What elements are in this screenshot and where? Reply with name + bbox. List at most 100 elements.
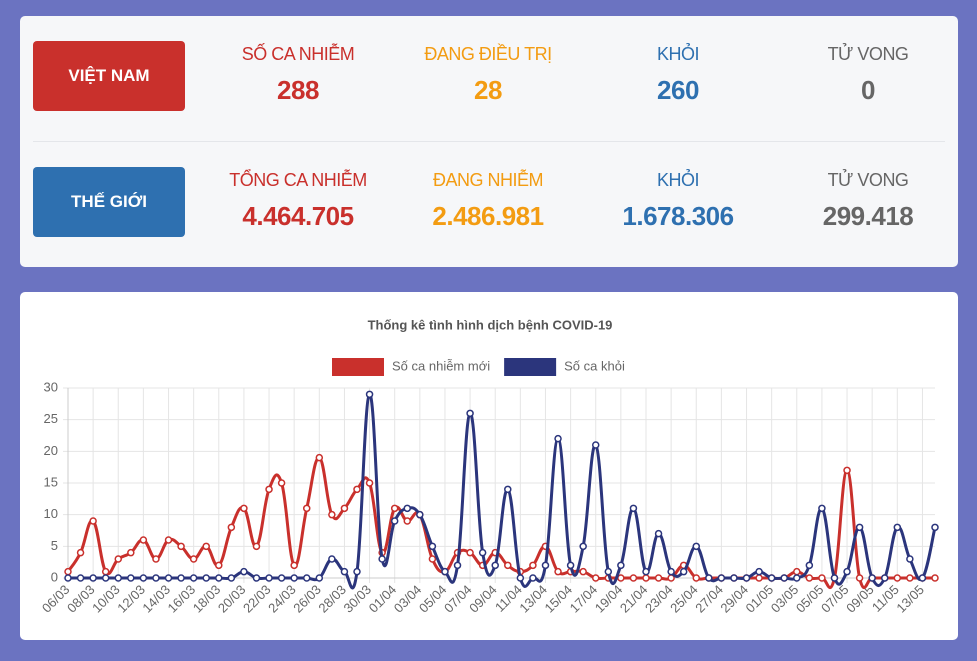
x-tick-label: 24/03 (265, 582, 299, 616)
y-tick-label: 20 (44, 443, 58, 458)
point (880, 574, 889, 582)
point (390, 517, 399, 525)
point (428, 555, 437, 563)
y-tick-label: 0 (51, 569, 58, 584)
x-tick-label: 20/03 (215, 582, 249, 616)
point (453, 561, 462, 570)
point (164, 536, 173, 544)
stat-value: 0 (861, 75, 875, 105)
point (441, 567, 449, 576)
point (591, 441, 600, 449)
point (642, 567, 650, 576)
legend-item[interactable]: Số ca nhiễm mới (332, 358, 490, 376)
x-tick-label: 13/04 (516, 582, 550, 616)
point (290, 574, 298, 582)
point (152, 555, 160, 563)
point (428, 542, 437, 551)
stat-label: ĐANG ĐIỀU TRỊ (424, 44, 552, 64)
x-tick-label: 03/04 (391, 582, 425, 616)
chart: Thống kê tình hình dịch bệnh COVID-19 05… (39, 317, 939, 616)
point (692, 574, 701, 582)
point (152, 574, 160, 582)
world-button[interactable]: THẾ GIỚI (33, 167, 185, 237)
point (101, 567, 110, 576)
x-tick-label: 19/04 (592, 582, 626, 616)
point (843, 567, 851, 576)
point (818, 504, 826, 513)
point (328, 555, 336, 563)
stat-label: TỔNG CA NHIỄM (229, 170, 367, 190)
point (931, 574, 939, 582)
point (855, 574, 864, 582)
point (403, 504, 412, 513)
point (365, 390, 374, 399)
point (805, 574, 814, 582)
point (227, 523, 236, 532)
point (529, 561, 537, 570)
y-tick-label: 30 (44, 379, 58, 394)
point (101, 574, 110, 582)
x-tick-label: 06/03 (39, 582, 73, 616)
point (541, 561, 550, 570)
point (504, 561, 512, 570)
stat-label: KHỎI (656, 44, 700, 64)
y-tick-label: 15 (44, 474, 58, 489)
point (390, 504, 399, 513)
point (667, 567, 675, 576)
point (139, 574, 148, 582)
point (717, 574, 726, 582)
stat-value: 4.464.705 (242, 201, 354, 231)
point (629, 574, 638, 582)
x-tick-label: 17/04 (567, 582, 601, 616)
point (554, 434, 562, 443)
legend-label: Số ca khỏi (564, 358, 625, 373)
point (642, 574, 650, 582)
x-tick-label: 30/03 (340, 582, 374, 616)
point (202, 542, 210, 551)
x-tick-label: 13/05 (893, 582, 927, 616)
x-tick-label: 10/03 (89, 582, 123, 616)
x-tick-label: 09/05 (843, 582, 877, 616)
stat-label: TỬ VONG (827, 44, 909, 64)
point (629, 504, 638, 513)
point (705, 574, 713, 582)
stat-value: 2.486.981 (432, 201, 544, 231)
point (818, 574, 826, 582)
point (265, 574, 273, 582)
point (755, 567, 763, 576)
vietnam-button[interactable]: VIỆT NAM (33, 41, 185, 111)
x-tick-label: 11/04 (492, 582, 525, 615)
point (931, 523, 939, 532)
point (504, 485, 512, 494)
point (139, 536, 148, 544)
x-tick-label: 11/05 (869, 582, 902, 615)
point (767, 574, 776, 582)
point (579, 542, 587, 551)
point (805, 561, 814, 570)
point (654, 529, 663, 538)
stat-value: 28 (474, 75, 502, 105)
y-tick-label: 10 (44, 506, 58, 521)
point (340, 567, 349, 576)
x-tick-label: 01/04 (366, 582, 400, 616)
stat-value: 1.678.306 (622, 201, 734, 231)
stat-value: 260 (657, 75, 699, 105)
point (730, 574, 738, 582)
point (277, 574, 286, 582)
point (654, 574, 663, 582)
x-tick-label: 09/04 (466, 582, 500, 616)
point (164, 574, 173, 582)
point (240, 567, 248, 576)
x-tick-label: 07/04 (441, 582, 475, 616)
stat-label: KHỎI (656, 170, 700, 190)
x-tick-label: 05/05 (793, 582, 827, 616)
stat: KHỎI 1.678.306 (583, 170, 773, 232)
point (177, 542, 185, 551)
point (906, 555, 914, 563)
legend-item[interactable]: Số ca khỏi (504, 358, 625, 376)
x-tick-label: 14/03 (139, 582, 173, 616)
point (516, 574, 525, 582)
stat: SỐ CA NHIỄM 288 (203, 44, 393, 106)
point (793, 574, 801, 582)
